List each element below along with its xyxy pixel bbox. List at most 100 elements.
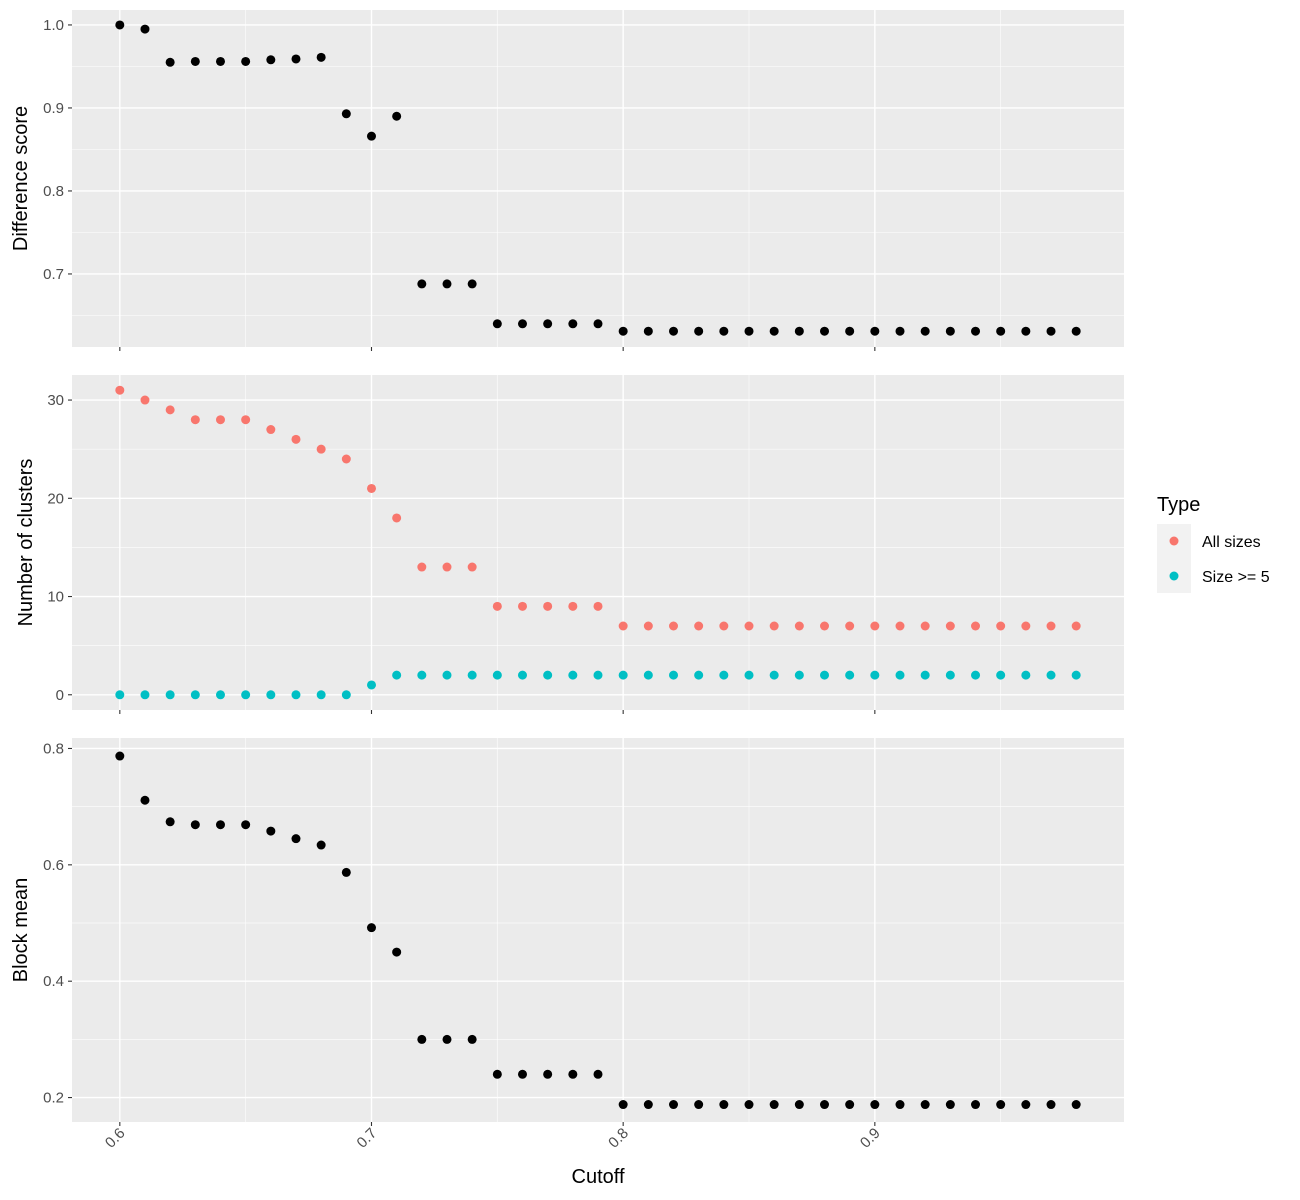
data-point-all-sizes bbox=[291, 434, 301, 444]
data-point-size-5 bbox=[593, 670, 603, 680]
data-point-all-sizes bbox=[669, 621, 679, 631]
data-point-size-5 bbox=[719, 670, 729, 680]
data-point bbox=[895, 1100, 905, 1110]
data-point-all-sizes bbox=[543, 601, 553, 611]
data-point-all-sizes bbox=[316, 444, 326, 454]
data-point-all-sizes bbox=[1071, 621, 1081, 631]
data-point-size-5 bbox=[543, 670, 553, 680]
data-point bbox=[467, 1034, 477, 1044]
data-point-size-5 bbox=[442, 670, 452, 680]
panel-difference-score: 0.7 0.8 0.9 1.0 Difference score bbox=[10, 10, 1124, 351]
data-point bbox=[517, 1069, 527, 1079]
y-tick-label: 0.6 bbox=[43, 857, 64, 874]
x-tick-label: 0.8 bbox=[605, 1125, 632, 1152]
data-point-all-sizes bbox=[1021, 621, 1031, 631]
legend-key-all-sizes bbox=[1169, 536, 1179, 546]
data-point-all-sizes bbox=[618, 621, 628, 631]
data-point-all-sizes bbox=[115, 385, 125, 395]
data-point bbox=[618, 1100, 628, 1110]
data-point bbox=[543, 319, 553, 329]
data-point-size-5 bbox=[996, 670, 1006, 680]
data-point bbox=[341, 109, 351, 119]
data-point bbox=[794, 326, 804, 336]
data-point-all-sizes bbox=[1046, 621, 1056, 631]
data-point bbox=[568, 319, 578, 329]
data-point-all-sizes bbox=[945, 621, 955, 631]
legend: Type All sizes Size >= 5 bbox=[1157, 494, 1270, 593]
data-point bbox=[593, 1069, 603, 1079]
data-point-all-sizes bbox=[769, 621, 779, 631]
data-point-all-sizes bbox=[895, 621, 905, 631]
data-point bbox=[366, 131, 376, 141]
data-point bbox=[543, 1069, 553, 1079]
data-point bbox=[845, 326, 855, 336]
data-point bbox=[794, 1100, 804, 1110]
data-point-size-5 bbox=[870, 670, 880, 680]
data-point-size-5 bbox=[945, 670, 955, 680]
data-point bbox=[392, 111, 402, 121]
data-point bbox=[920, 326, 930, 336]
data-point-all-sizes bbox=[467, 562, 477, 572]
data-point-size-5 bbox=[115, 690, 125, 700]
data-point-size-5 bbox=[643, 670, 653, 680]
data-point-all-sizes bbox=[392, 513, 402, 523]
data-point bbox=[341, 867, 351, 877]
data-point-size-5 bbox=[215, 690, 225, 700]
data-point-all-sizes bbox=[341, 454, 351, 464]
panel-background bbox=[72, 738, 1124, 1122]
data-point bbox=[492, 1069, 502, 1079]
data-point bbox=[392, 947, 402, 957]
data-point-all-sizes bbox=[492, 601, 502, 611]
data-point bbox=[996, 326, 1006, 336]
data-point bbox=[845, 1100, 855, 1110]
data-point bbox=[266, 826, 276, 836]
y-tick-label: 0.8 bbox=[43, 183, 64, 200]
data-point bbox=[417, 279, 427, 289]
data-point bbox=[266, 55, 276, 65]
data-point bbox=[140, 795, 150, 805]
x-axis-title: Cutoff bbox=[572, 1166, 625, 1188]
data-point bbox=[920, 1100, 930, 1110]
data-point bbox=[593, 319, 603, 329]
data-point bbox=[719, 1100, 729, 1110]
data-point bbox=[517, 319, 527, 329]
data-point-size-5 bbox=[618, 670, 628, 680]
data-point bbox=[442, 279, 452, 289]
data-point bbox=[1046, 326, 1056, 336]
data-point bbox=[492, 319, 502, 329]
data-point bbox=[291, 834, 301, 844]
data-point bbox=[467, 279, 477, 289]
data-point-size-5 bbox=[895, 670, 905, 680]
data-point-size-5 bbox=[794, 670, 804, 680]
data-point bbox=[719, 326, 729, 336]
legend-key-size-ge-5 bbox=[1169, 571, 1179, 581]
data-point bbox=[442, 1034, 452, 1044]
data-point-size-5 bbox=[1071, 670, 1081, 680]
data-point-all-sizes bbox=[996, 621, 1006, 631]
data-point bbox=[291, 54, 301, 64]
y-tick-label: 0.8 bbox=[43, 740, 64, 757]
data-point-size-5 bbox=[1021, 670, 1031, 680]
data-point bbox=[744, 1100, 754, 1110]
data-point bbox=[820, 326, 830, 336]
y-tick-label: 0.4 bbox=[43, 973, 64, 990]
data-point bbox=[820, 1100, 830, 1110]
data-point-all-sizes bbox=[266, 425, 276, 435]
data-point bbox=[417, 1034, 427, 1044]
data-point bbox=[1021, 326, 1031, 336]
data-point-size-5 bbox=[241, 690, 251, 700]
legend-label-all-sizes: All sizes bbox=[1202, 534, 1261, 551]
data-point bbox=[769, 326, 779, 336]
data-point-size-5 bbox=[1046, 670, 1056, 680]
data-point-size-5 bbox=[517, 670, 527, 680]
data-point bbox=[190, 820, 200, 830]
data-point-size-5 bbox=[341, 690, 351, 700]
x-tick-label: 0.9 bbox=[857, 1125, 884, 1152]
data-point-size-5 bbox=[744, 670, 754, 680]
data-point bbox=[643, 326, 653, 336]
data-point-all-sizes bbox=[517, 601, 527, 611]
data-point-all-sizes bbox=[366, 483, 376, 493]
data-point bbox=[996, 1100, 1006, 1110]
data-point bbox=[1021, 1100, 1031, 1110]
